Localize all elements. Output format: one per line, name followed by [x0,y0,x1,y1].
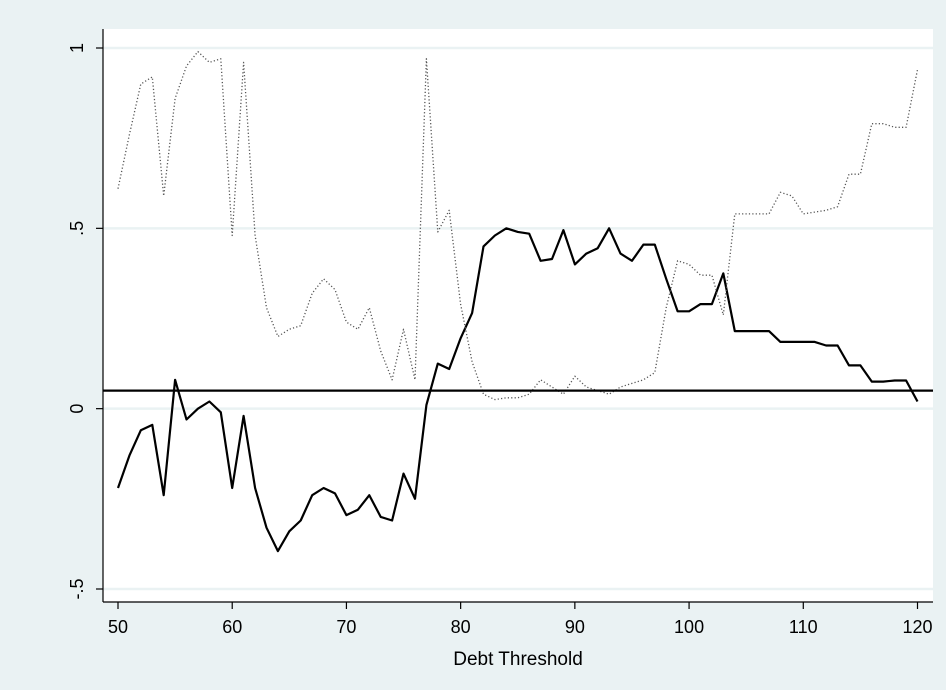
x-tick-label: 60 [222,617,242,637]
y-tick-label: .5 [67,221,87,236]
x-tick-label: 70 [336,617,356,637]
x-tick-label: 100 [674,617,704,637]
x-tick-label: 90 [565,617,585,637]
x-tick-label: 110 [789,617,818,637]
grid-lines [103,46,933,591]
x-tick-label: 50 [108,617,128,637]
x-axis-ticks: 50 60 70 80 90 100 110 120 [108,602,933,637]
plot-area [103,29,933,602]
x-axis-title: Debt Threshold [453,649,583,670]
y-tick-label: -.5 [67,578,87,599]
series-line-solid [116,227,919,553]
y-tick-label: 0 [67,404,87,414]
x-tick-label: 120 [902,617,932,637]
x-tick-label: 80 [451,617,471,637]
y-tick-label: 1 [67,43,87,53]
axes [102,29,933,603]
y-axis-ticks: -.5 0 .5 1 [67,43,103,600]
series-layer [116,50,919,553]
series-line-dotted [117,50,919,401]
